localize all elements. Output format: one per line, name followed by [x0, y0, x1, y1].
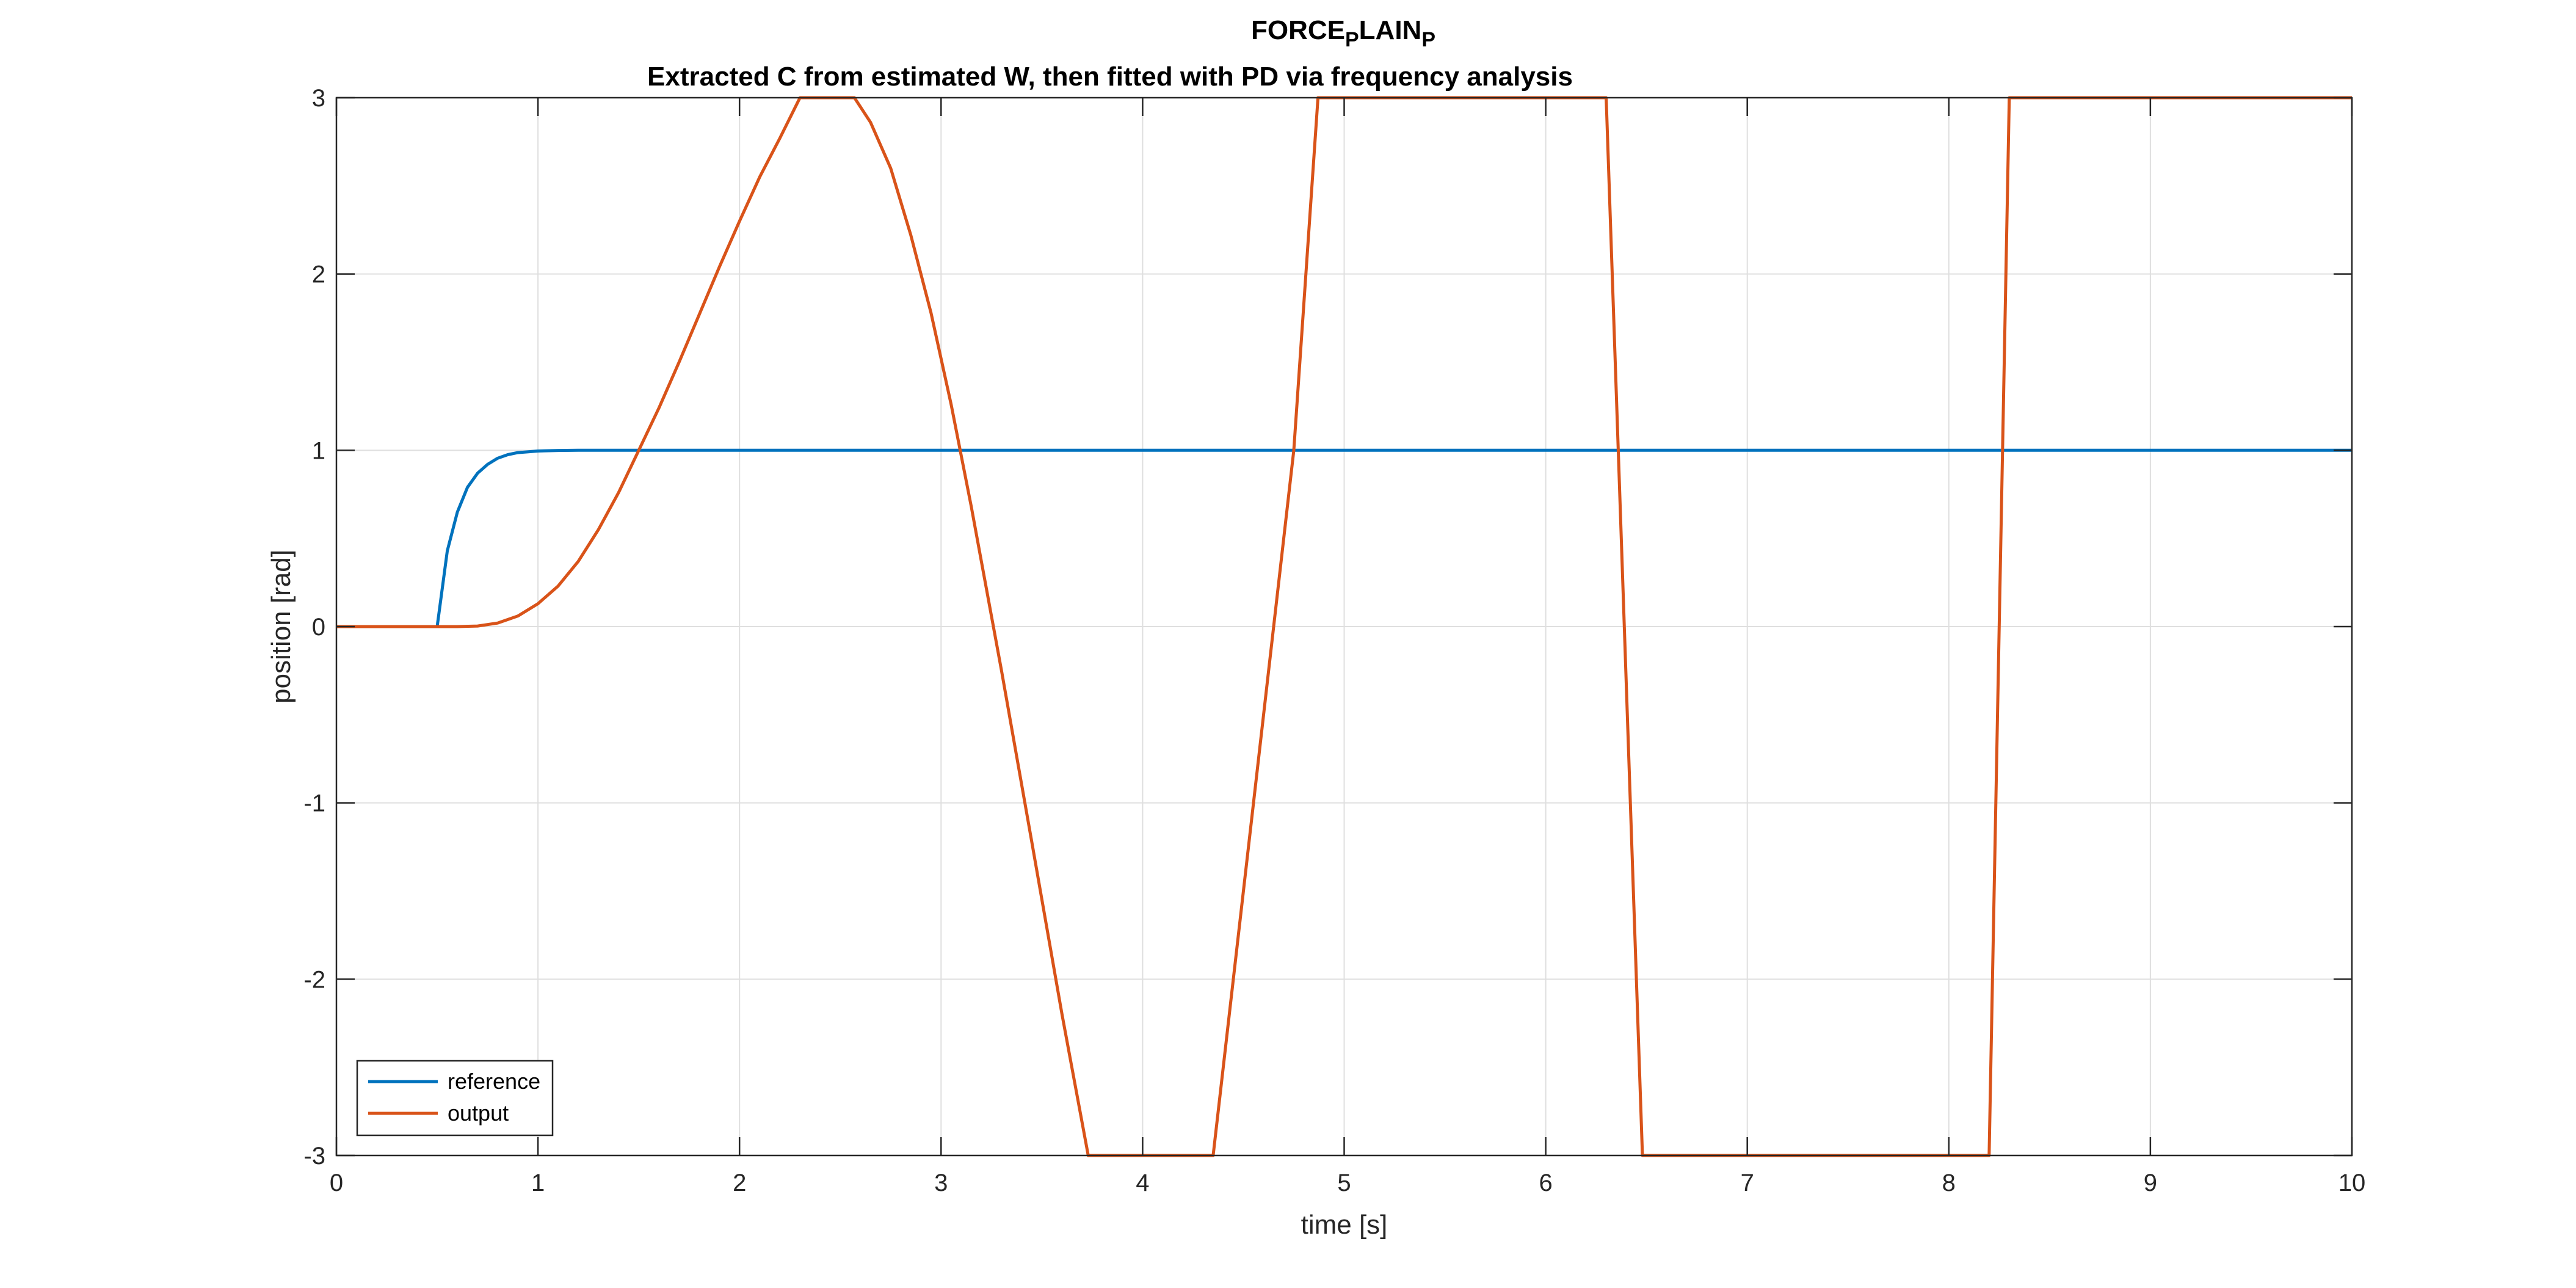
- chart-subtitle: Extracted C from estimated W, then fitte…: [647, 62, 1573, 92]
- x-tick-label: 0: [330, 1170, 343, 1196]
- x-tick-label: 5: [1337, 1170, 1351, 1196]
- x-tick-label: 7: [1741, 1170, 1754, 1196]
- chart-title: FORCEPLAINP: [1251, 15, 1435, 51]
- title-sub-1: P: [1345, 28, 1359, 51]
- y-tick-label: 2: [312, 261, 325, 288]
- y-tick-label: 3: [312, 85, 325, 112]
- x-ticks: 0 1 2 3 4 5 6 7 8 9 10: [330, 98, 2365, 1196]
- y-tick-label: 0: [312, 614, 325, 641]
- x-tick-label: 3: [934, 1170, 948, 1196]
- y-axis-label: position [rad]: [266, 550, 296, 704]
- x-tick-label: 2: [733, 1170, 746, 1196]
- x-axis-label: time [s]: [1301, 1210, 1388, 1240]
- title-part-1: FORCE: [1251, 15, 1345, 45]
- x-tick-label: 6: [1539, 1170, 1552, 1196]
- x-tick-label: 4: [1136, 1170, 1149, 1196]
- title-part-2: LAIN: [1359, 15, 1422, 45]
- y-ticks: -3 -2 -1 0 1 2 3: [303, 85, 2352, 1170]
- x-tick-label: 1: [531, 1170, 545, 1196]
- x-tick-label: 10: [2338, 1170, 2366, 1196]
- x-tick-label: 8: [1942, 1170, 1956, 1196]
- x-tick-label: 9: [2144, 1170, 2157, 1196]
- y-tick-label: -3: [303, 1143, 325, 1170]
- series-line-reference: [336, 448, 2352, 628]
- y-tick-label: 1: [312, 437, 325, 464]
- legend-box: [356, 1060, 554, 1137]
- y-tick-label: -1: [303, 790, 325, 817]
- legend-label-output: output: [448, 1101, 509, 1126]
- y-tick-label: -2: [303, 966, 325, 993]
- title-sub-2: P: [1421, 28, 1435, 51]
- legend: reference output: [356, 1060, 554, 1137]
- legend-label-reference: reference: [448, 1069, 540, 1094]
